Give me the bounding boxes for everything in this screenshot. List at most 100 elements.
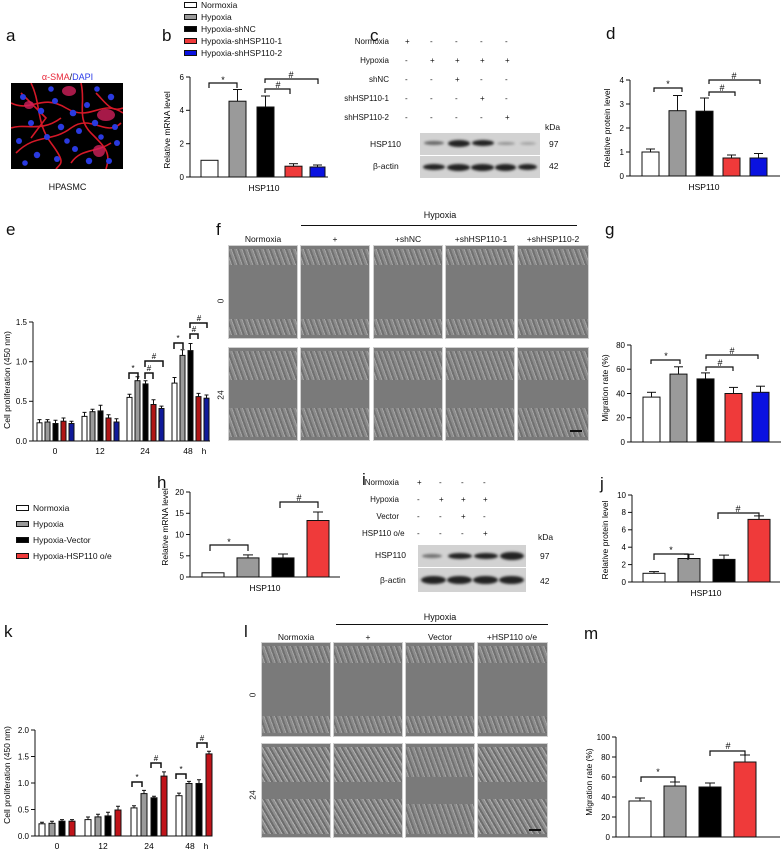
x-tick: 12 bbox=[95, 446, 105, 456]
legend-label: Hypoxia-shHSP110-2 bbox=[201, 48, 283, 58]
micrograph bbox=[261, 743, 331, 838]
y-tick: 4 bbox=[622, 543, 627, 552]
legend-item: Hypoxia-HSP110 o/e bbox=[16, 548, 112, 564]
significance-hash: # bbox=[154, 754, 159, 763]
significance-hash: # bbox=[192, 325, 197, 334]
legend-swatch bbox=[184, 2, 197, 8]
micrograph bbox=[333, 642, 403, 737]
condition-sign: - bbox=[455, 37, 458, 46]
y-tick: 0.0 bbox=[18, 832, 30, 841]
y-tick: 4 bbox=[180, 106, 185, 115]
row-label-0h: 0 bbox=[247, 692, 258, 698]
condition-sign: + bbox=[417, 478, 422, 487]
y-tick: 0 bbox=[620, 172, 625, 181]
y-tick: 1.5 bbox=[18, 753, 30, 762]
column-label: Vector bbox=[427, 632, 453, 642]
y-tick: 20 bbox=[601, 813, 610, 822]
chart-e-proliferation: Cell proliferation (450 nm) 0.0 0.5 1.0 … bbox=[2, 314, 210, 456]
x-tick: 0 bbox=[53, 446, 58, 456]
chart-b-mrna: Relative mRNA level 0 2 4 6 * # # HSP110 bbox=[162, 70, 328, 193]
condition-sign: - bbox=[505, 75, 508, 84]
significance-hash: # bbox=[725, 741, 730, 751]
micrograph bbox=[228, 347, 298, 441]
condition-sign: - bbox=[480, 113, 483, 122]
stain-alpha-sma: α-SMA bbox=[41, 72, 70, 82]
legend-label: Hypoxia-HSP110 o/e bbox=[33, 551, 112, 561]
micrograph bbox=[477, 743, 548, 838]
panel-letter-f: f bbox=[216, 220, 221, 239]
y-tick: 2 bbox=[622, 561, 627, 570]
legend-top: Normoxia Hypoxia Hypoxia-shNC Hypoxia-sh… bbox=[184, 0, 282, 59]
western-blot-actin bbox=[420, 156, 540, 178]
significance-hash: # bbox=[197, 314, 202, 323]
column-label: +HSP110 o/e bbox=[486, 632, 538, 642]
y-tick: 1 bbox=[620, 148, 625, 157]
condition-sign: + bbox=[480, 94, 485, 103]
hypoxia-bracket-line bbox=[301, 225, 577, 226]
condition-sign: - bbox=[505, 37, 508, 46]
y-tick: 20 bbox=[616, 414, 625, 423]
y-tick: 80 bbox=[616, 341, 625, 350]
cell-image-graphic bbox=[11, 83, 123, 169]
condition-label: shNC bbox=[368, 75, 389, 84]
stain-label: α-SMA/DAPI bbox=[10, 72, 125, 82]
y-tick: 40 bbox=[616, 390, 625, 399]
panel-letter-e: e bbox=[6, 220, 16, 239]
y-tick: 0 bbox=[621, 438, 626, 447]
bar bbox=[201, 572, 225, 578]
bar bbox=[751, 391, 770, 443]
legend-swatch bbox=[16, 521, 29, 527]
blot-label-hsp110: HSP110 bbox=[370, 139, 402, 149]
hypoxia-header: Hypoxia bbox=[423, 612, 457, 622]
blot-label-actin: β-actin bbox=[380, 575, 406, 585]
legend-swatch bbox=[184, 38, 197, 44]
y-tick: 100 bbox=[597, 733, 611, 742]
legend-label: Hypoxia-Vector bbox=[33, 535, 91, 545]
bar bbox=[696, 378, 715, 443]
legend-swatch bbox=[16, 537, 29, 543]
significance-star: * bbox=[221, 75, 225, 85]
y-axis-label: Relative protein level bbox=[602, 88, 612, 167]
chart-h-mrna: Relative mRNA level 0 5 10 15 20 * # HSP… bbox=[160, 488, 340, 593]
panel-i-conditions: Normoxia + - - - Hypoxia - + + + Vector - - + - H… bbox=[362, 478, 532, 546]
x-unit: h bbox=[202, 446, 207, 456]
y-tick: 60 bbox=[616, 365, 625, 374]
y-tick: 60 bbox=[601, 773, 610, 782]
condition-row: shHSP110-2 - - - - + bbox=[340, 113, 530, 132]
significance-hash: # bbox=[275, 80, 280, 90]
x-axis-label: HSP110 bbox=[249, 583, 280, 593]
bar bbox=[733, 761, 757, 838]
chart-m-migration: Migration rate (%) 0 20 40 60 80 100 * # bbox=[584, 733, 780, 842]
micrograph bbox=[405, 642, 475, 737]
legend-item: Hypoxia-shNC bbox=[184, 23, 282, 35]
condition-sign: - bbox=[480, 75, 483, 84]
condition-sign: + bbox=[430, 56, 435, 65]
chart-d-protein: Relative protein level 0 1 2 3 4 * # # H… bbox=[602, 71, 780, 192]
significance-hash: # bbox=[717, 358, 722, 368]
legend-swatch bbox=[184, 50, 197, 56]
condition-sign: - bbox=[439, 529, 442, 538]
y-tick: 2.0 bbox=[18, 726, 30, 735]
y-tick: 6 bbox=[180, 73, 185, 82]
condition-sign: - bbox=[439, 512, 442, 521]
fluorescence-image bbox=[11, 83, 123, 169]
y-tick: 3 bbox=[620, 100, 625, 109]
significance-hash: # bbox=[288, 70, 293, 80]
panel-letter-g: g bbox=[605, 220, 615, 239]
condition-sign: - bbox=[480, 37, 483, 46]
column-label: Normoxia bbox=[277, 632, 315, 642]
bar bbox=[712, 558, 736, 583]
panel-letter-a: a bbox=[6, 26, 16, 45]
significance-hash: # bbox=[200, 734, 205, 743]
bar bbox=[695, 110, 714, 177]
legend-label: Hypoxia bbox=[201, 12, 232, 22]
y-tick: 15 bbox=[175, 509, 184, 518]
legend-item: Hypoxia-Vector bbox=[16, 532, 112, 548]
x-tick: 12 bbox=[98, 841, 108, 851]
condition-sign: - bbox=[405, 113, 408, 122]
legend-swatch bbox=[184, 26, 197, 32]
bar bbox=[641, 151, 660, 177]
panel-letter-i: i bbox=[362, 470, 366, 489]
condition-sign: - bbox=[405, 56, 408, 65]
condition-sign: + bbox=[455, 75, 460, 84]
